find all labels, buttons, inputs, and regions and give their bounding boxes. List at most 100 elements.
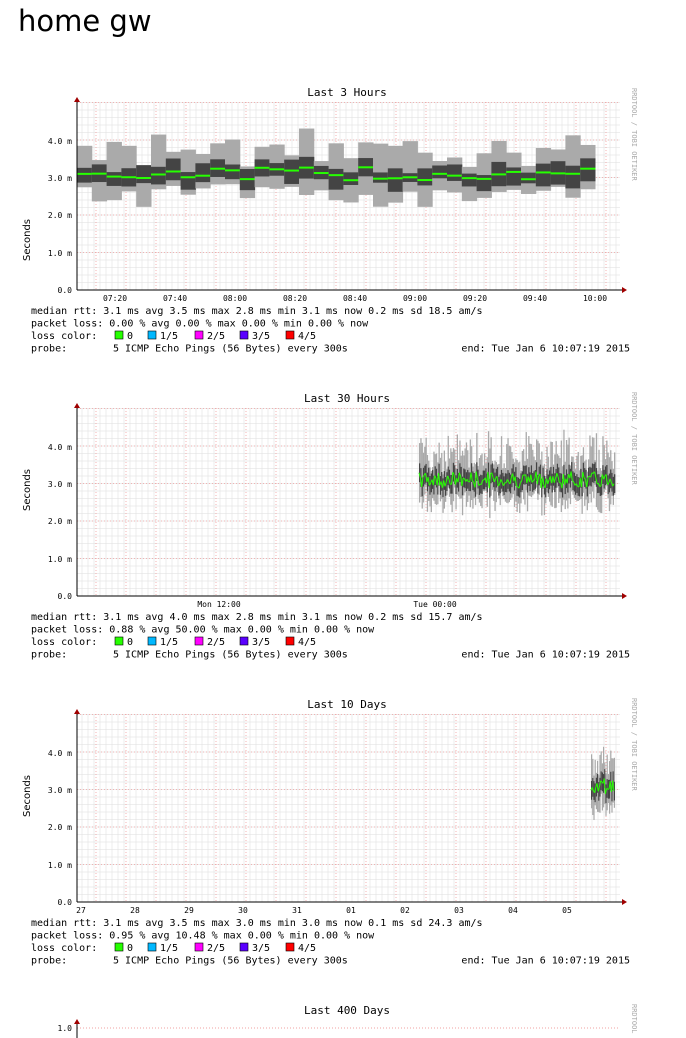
median-mark (605, 474, 608, 485)
x-tick-label: 07:40 (163, 294, 187, 303)
rtt-spread (605, 784, 607, 804)
rtt-spread (424, 465, 426, 485)
rtt-spread (438, 463, 440, 483)
median-mark (477, 478, 480, 486)
rtt-plot (590, 746, 615, 821)
median-mark (607, 482, 610, 486)
graph-last-3-hours: Last 3 Hours Seconds RRDTOOL / TOBI OETI… (0, 80, 686, 360)
rtt-spread (106, 172, 122, 186)
rtt-spread (558, 467, 560, 487)
median-mark (612, 483, 615, 487)
median-rtt-stats: median rtt: 3.1 ms avg 3.5 ms max 2.8 ms… (31, 306, 483, 317)
median-mark (516, 485, 519, 488)
rtt-spread (541, 478, 543, 498)
rtt-spread (506, 473, 508, 493)
rtt-spread (599, 777, 601, 797)
rtt-spread (593, 781, 595, 800)
rtt-spread (567, 473, 569, 493)
rtt-spread (465, 472, 468, 491)
rtt-spread (521, 471, 523, 491)
x-tick-label: 08:00 (223, 294, 247, 303)
median-mark (561, 474, 564, 489)
loss-color-swatch (239, 636, 249, 646)
median-mark (165, 170, 182, 173)
median-mark (597, 483, 601, 487)
median-mark (491, 472, 494, 478)
rtt-spread (498, 476, 500, 496)
rtt-spread (419, 463, 421, 483)
median-mark (136, 176, 152, 179)
grid (77, 408, 620, 596)
y-tick-label: 2.0 m (48, 211, 72, 220)
rtt-spread (532, 449, 534, 496)
y-tick-label: 1.0 (58, 1024, 73, 1033)
rtt-spread (487, 462, 490, 482)
rtt-spread (537, 474, 539, 494)
median-mark (544, 478, 547, 489)
rtt-spread (532, 472, 534, 492)
median-mark (556, 472, 559, 477)
rtt-spread (510, 446, 512, 500)
rtt-spread (499, 474, 501, 494)
rtt-spread (607, 475, 609, 495)
rtt-spread (452, 462, 455, 482)
rtt-spread (136, 165, 152, 184)
graph-canvas: Last 3 Hours Seconds RRDTOOL / TOBI OETI… (22, 86, 638, 355)
rtt-spread (491, 463, 494, 483)
rtt-spread (593, 464, 595, 483)
rtt-spread (546, 469, 548, 489)
rtt-spread (576, 474, 578, 493)
rtt-spread (573, 472, 575, 492)
median-mark (432, 475, 436, 486)
rtt-plot (418, 429, 616, 519)
rtt-spread (476, 175, 492, 192)
loss-color-level: 3/5 (252, 943, 270, 954)
median-mark (599, 485, 602, 488)
median-mark (536, 475, 540, 485)
rtt-spread (437, 475, 439, 495)
median-mark (106, 175, 122, 178)
rtt-spread (586, 477, 588, 497)
median-mark (225, 169, 241, 172)
probe-description: 5 ICMP Echo Pings (56 Bytes) every 300s (113, 956, 348, 967)
graph-canvas: Last 30 Hours Seconds RRDTOOL / TOBI OET… (22, 392, 638, 661)
median-mark (493, 477, 497, 483)
graph-title: Last 400 Days (304, 1004, 390, 1017)
rtt-spread (543, 475, 546, 495)
median-mark (519, 480, 523, 484)
rtt-spread (474, 477, 477, 497)
median-mark (461, 477, 464, 487)
rtt-spread (439, 476, 442, 495)
median-mark (418, 472, 421, 478)
rtt-spread (610, 469, 612, 489)
watermark: RRDTOOL / TOBI OETIKER (630, 698, 638, 792)
rtt-spread (500, 436, 503, 493)
x-tick-label: 09:40 (523, 294, 547, 303)
loss-color-swatch (114, 330, 124, 340)
median-mark (284, 169, 300, 172)
rtt-spread (429, 475, 431, 495)
watermark: RRDTOOL / TOBI OETIKER (630, 88, 638, 182)
x-tick-label: 09:00 (403, 294, 427, 303)
median-mark (458, 472, 462, 477)
median-mark (417, 179, 433, 182)
graph-title: Last 3 Hours (307, 86, 386, 99)
y-axis-label: Seconds (22, 219, 33, 261)
median-mark (434, 475, 437, 479)
rtt-spread (402, 141, 418, 192)
rtt-spread (77, 167, 93, 183)
rtt-spread (581, 477, 583, 497)
median-mark (580, 167, 596, 170)
median-mark (427, 476, 430, 486)
rtt-spread (195, 163, 211, 183)
rtt-spread (606, 465, 608, 484)
rtt-spread (598, 781, 600, 801)
median-mark (553, 478, 556, 483)
x-tick-label: 05 (562, 906, 572, 915)
median-mark (530, 474, 533, 483)
rtt-spread (552, 466, 555, 486)
packet-loss-stats: packet loss: 0.88 % avg 50.00 % max 0.00… (31, 625, 375, 636)
median-mark (591, 472, 594, 474)
rtt-spread (589, 435, 591, 495)
rtt-spread (508, 472, 510, 492)
